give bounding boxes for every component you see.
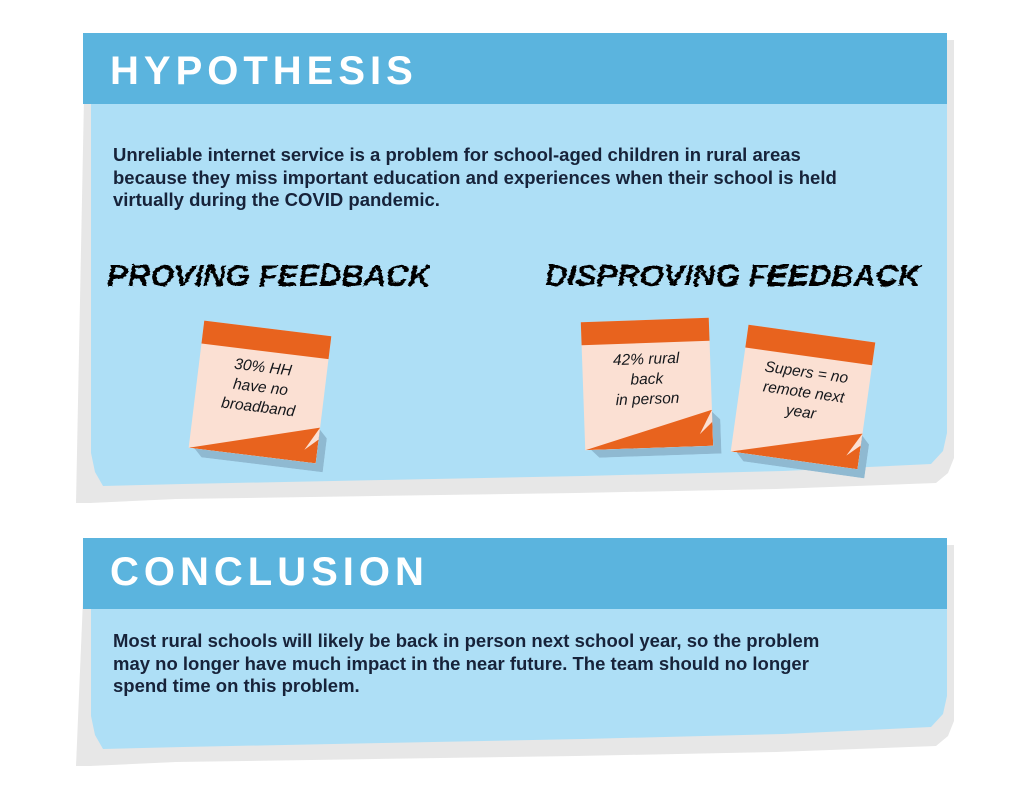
- svg-text:DISPROVING FEEDBACK: DISPROVING FEEDBACK: [544, 257, 922, 292]
- svg-text:PROVING FEEDBACK: PROVING FEEDBACK: [106, 257, 430, 292]
